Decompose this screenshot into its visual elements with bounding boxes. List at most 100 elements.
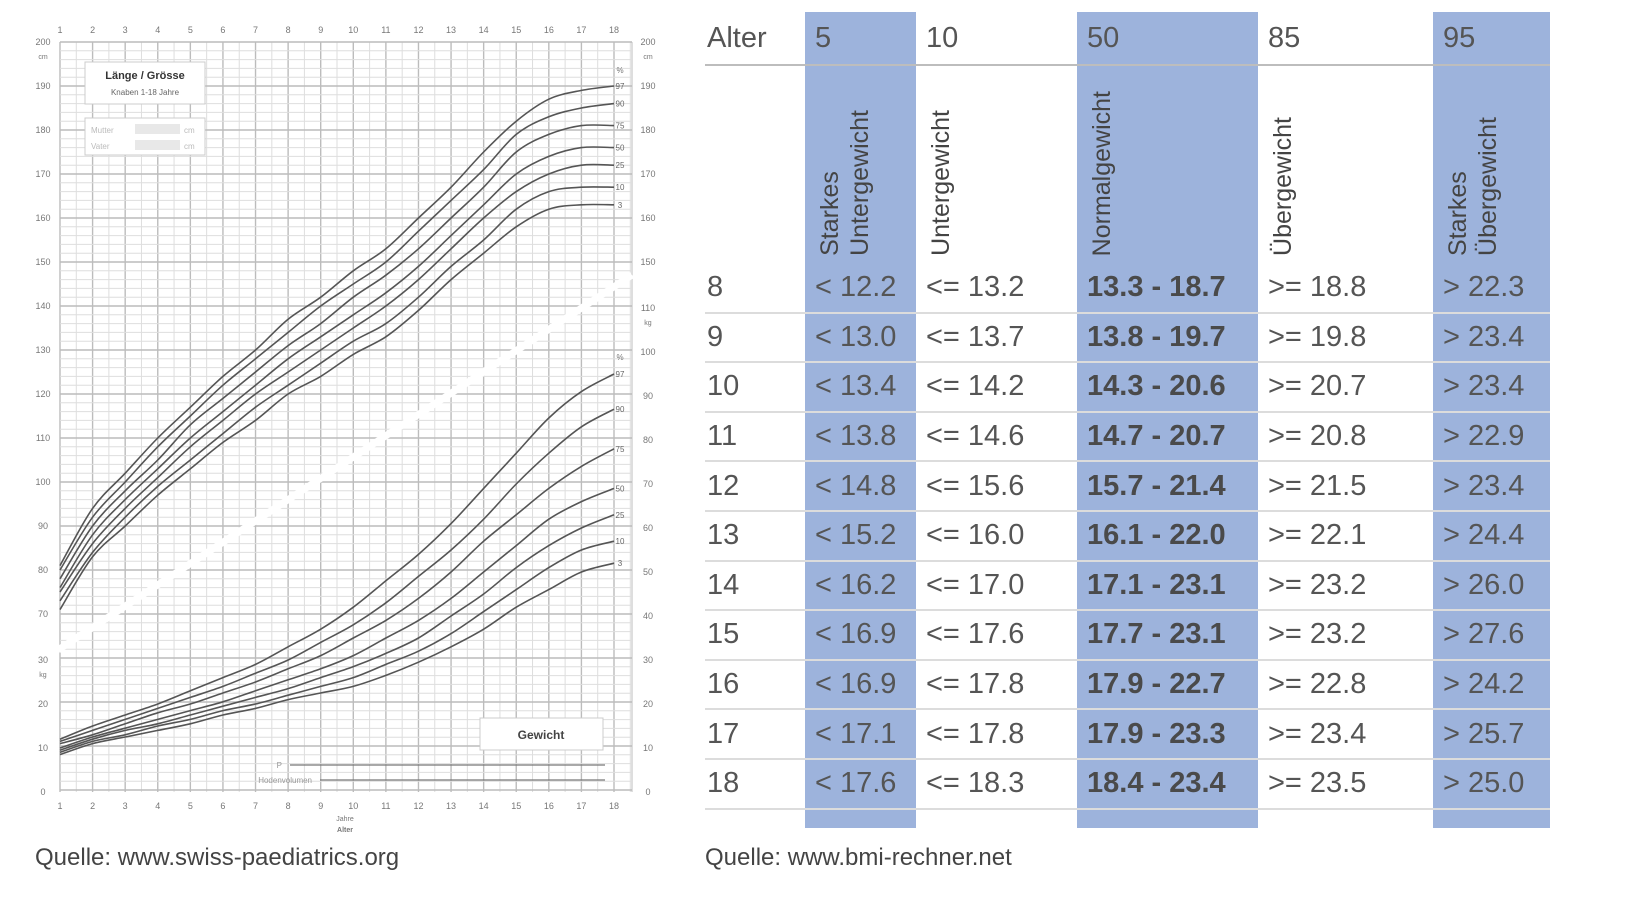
chart-title: Länge / Grösse — [105, 70, 184, 82]
x-tick-label-bottom: 12 — [413, 801, 423, 811]
x-tick-label-top: 16 — [544, 25, 554, 35]
x-tick-label-bottom: 2 — [90, 801, 95, 811]
growth-chart: Länge / Grösse Knaben 1-18 Jahre Mutter cm V… — [35, 25, 655, 834]
tail-cell — [1433, 808, 1550, 828]
weight-curve-p10 — [59, 540, 615, 754]
x-tick-label-bottom: 17 — [576, 801, 586, 811]
category-label-line: Starkes — [816, 171, 844, 256]
bmi-cell: 14.3 - 20.6 — [1077, 362, 1258, 413]
table-source: Quelle: www.bmi-rechner.net — [705, 844, 1012, 871]
x-tick-label-top: 9 — [318, 25, 323, 35]
right-tick-label: 40 — [643, 611, 653, 621]
bmi-cell: < 12.2 — [805, 264, 916, 314]
bmi-cell: > 22.3 — [1433, 264, 1550, 314]
bmi-cell: > 24.4 — [1433, 510, 1550, 562]
x-tick-label-top: 6 — [220, 25, 225, 35]
height-percentile-label: 75 — [616, 122, 625, 131]
table-row: 15 < 16.9 <= 17.6 17.7 - 23.1 >= 23.2 > 27.6 — [705, 610, 1550, 661]
right-tick-label: 10 — [643, 743, 653, 753]
left-unit-kg: kg — [39, 672, 47, 679]
right-tick-label: 80 — [643, 435, 653, 445]
bmi-cell: > 27.6 — [1433, 610, 1550, 661]
height-percent-symbol: % — [616, 66, 623, 75]
right-tick-label: 110 — [641, 303, 655, 313]
x-tick-label-bottom: 14 — [479, 801, 489, 811]
percentile-header: 5 — [805, 12, 916, 66]
table-row: 11 < 13.8 <= 14.6 14.7 - 20.7 >= 20.8 > 22.9 — [705, 411, 1550, 463]
age-header: Alter — [705, 12, 805, 66]
x-tick-label-bottom: 7 — [253, 801, 258, 811]
bmi-cell: > 24.2 — [1433, 659, 1550, 711]
bmi-cell: <= 14.6 — [916, 411, 1077, 463]
category-cell: Normalgewicht — [1077, 65, 1258, 264]
header-row: Alter 5 10 50 85 95 — [705, 12, 1550, 66]
age-cell: 15 — [705, 610, 805, 661]
x-tick-label-bottom: 8 — [286, 801, 291, 811]
height-percentile-label: 50 — [616, 144, 625, 153]
bmi-cell: < 17.1 — [805, 709, 916, 760]
bottom-row-label: P — [277, 761, 282, 770]
left-tick-label: 160 — [35, 213, 50, 223]
bmi-cell: <= 16.0 — [916, 510, 1077, 562]
height-percentile-label: 90 — [616, 100, 625, 109]
chart-source: Quelle: www.swiss-paediatrics.org — [35, 844, 400, 871]
right-tick-label: 150 — [640, 257, 655, 267]
left-tick-label: 100 — [35, 477, 50, 487]
left-tick-label: 190 — [35, 81, 50, 91]
left-tick-label: 170 — [35, 169, 50, 179]
bmi-cell: >= 23.5 — [1258, 758, 1433, 810]
category-label: Normalgewicht — [1087, 91, 1117, 256]
left-tick-label: 70 — [38, 609, 48, 619]
table-row: 9 < 13.0 <= 13.7 13.8 - 19.7 >= 19.8 > 23.4 — [705, 312, 1550, 364]
weight-percentile-label: 10 — [616, 537, 625, 546]
tail-cell — [916, 809, 1077, 828]
weight-curve-p75 — [59, 448, 615, 745]
bmi-cell: <= 18.3 — [916, 758, 1077, 810]
bmi-cell: <= 17.8 — [916, 709, 1077, 760]
bmi-cell: 17.9 - 23.3 — [1077, 709, 1258, 760]
category-label: Starkes Untergewicht — [815, 110, 875, 256]
category-cell: Übergewicht — [1258, 65, 1433, 264]
parent-input — [135, 140, 180, 150]
weight-curve-p90 — [59, 408, 615, 743]
bmi-cell: > 25.7 — [1433, 709, 1550, 760]
chart-subtitle: Knaben 1-18 Jahre — [111, 88, 180, 97]
table-row: 12 < 14.8 <= 15.6 15.7 - 21.4 >= 21.5 > 23.4 — [705, 461, 1550, 512]
bmi-cell: < 13.8 — [805, 411, 916, 463]
x-tick-label-top: 12 — [413, 25, 423, 35]
category-label-line: Übergewicht — [1474, 117, 1502, 256]
bmi-cell: 18.4 - 23.4 — [1077, 758, 1258, 810]
right-tick-label: 170 — [640, 169, 655, 179]
x-tick-label-bottom: 10 — [348, 801, 358, 811]
x-tick-label-bottom: 1 — [57, 801, 62, 811]
bmi-cell: >= 21.5 — [1258, 461, 1433, 512]
category-cell: Starkes Übergewicht — [1433, 65, 1550, 264]
x-tick-label-bottom: 6 — [220, 801, 225, 811]
left-tick-label: 90 — [38, 521, 48, 531]
bmi-cell: > 23.4 — [1433, 312, 1550, 364]
table-row: 17 < 17.1 <= 17.8 17.9 - 23.3 >= 23.4 > 25.7 — [705, 709, 1550, 760]
weight-percentile-label: 3 — [618, 559, 623, 568]
bmi-cell: >= 23.2 — [1258, 610, 1433, 661]
x-tick-label-top: 14 — [479, 25, 489, 35]
category-label-line: Untergewicht — [927, 110, 955, 256]
table-row: 10 < 13.4 <= 14.2 14.3 - 20.6 >= 20.7 > 23.4 — [705, 362, 1550, 413]
parent-unit: cm — [184, 142, 195, 151]
bmi-cell: <= 14.2 — [916, 362, 1077, 413]
right-tick-label: 20 — [643, 699, 653, 709]
bmi-cell: >= 20.8 — [1258, 411, 1433, 463]
height-percentile-label: 10 — [616, 183, 625, 192]
height-percentile-label: 97 — [616, 82, 625, 91]
category-row: Starkes Untergewicht Untergewicht Normalgew… — [705, 65, 1550, 264]
x-tick-label-bottom: 18 — [609, 801, 619, 811]
height-curve-p90 — [59, 102, 615, 571]
x-tick-label-bottom: 15 — [511, 801, 521, 811]
bmi-cell: < 13.4 — [805, 362, 916, 413]
category-cell: Untergewicht — [916, 65, 1077, 264]
category-label-line: Untergewicht — [846, 110, 874, 256]
bmi-cell: > 25.0 — [1433, 758, 1550, 810]
x-tick-label-bottom: 5 — [188, 801, 193, 811]
bmi-cell: <= 17.6 — [916, 610, 1077, 661]
left-tick-label: 150 — [35, 257, 50, 267]
bmi-cell: >= 23.4 — [1258, 709, 1433, 760]
